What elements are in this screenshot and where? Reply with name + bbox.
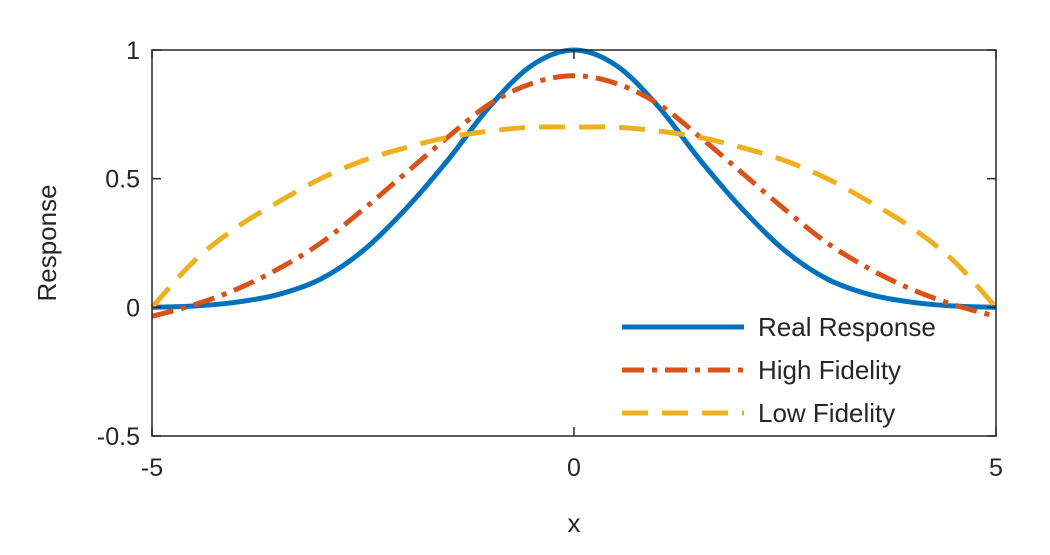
y-axis-label: Response: [32, 184, 62, 301]
legend-label-low-fidelity: Low Fidelity: [758, 398, 895, 428]
legend-label-high-fidelity: High Fidelity: [758, 355, 901, 385]
y-tick-label: 0.5: [105, 166, 140, 194]
x-tick-label: -5: [141, 454, 163, 482]
series-line-low-fidelity: [150, 124, 998, 310]
ticks-layer: -5 0 5 -0.5 0 0.5 1: [97, 37, 1003, 482]
series-line-high-fidelity: [151, 73, 997, 319]
legend: Real Response High Fidelity Low Fidelity: [622, 312, 936, 428]
series-layer: [150, 47, 998, 319]
legend-label-real-response: Real Response: [758, 312, 936, 342]
y-tick-label: -0.5: [97, 423, 140, 451]
x-tick-label: 5: [989, 454, 1003, 482]
x-tick-label: 0: [567, 454, 581, 482]
y-tick-label: 1: [126, 37, 140, 65]
x-axis-label: x: [568, 508, 581, 538]
y-tick-label: 0: [126, 294, 140, 322]
